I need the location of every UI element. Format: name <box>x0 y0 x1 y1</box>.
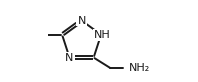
Text: N: N <box>65 53 74 63</box>
Text: N: N <box>77 15 86 26</box>
Text: NH: NH <box>94 30 111 40</box>
Text: NH₂: NH₂ <box>129 63 150 73</box>
